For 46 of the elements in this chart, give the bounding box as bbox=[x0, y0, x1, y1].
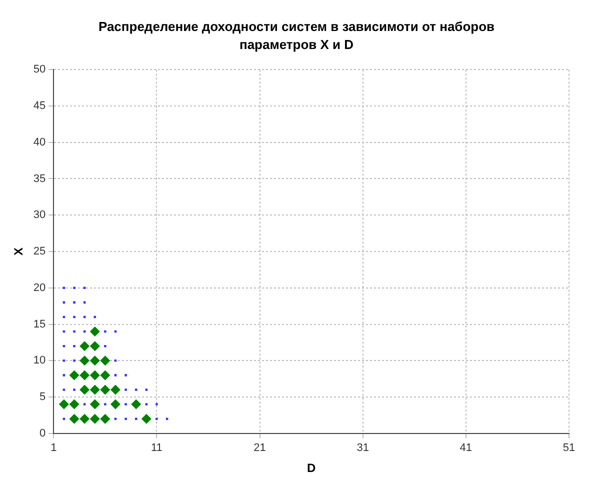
chart-title: Распределение доходности систем в зависимоти от наборов параметров X и D bbox=[97, 18, 496, 54]
x-axis-title: D bbox=[306, 461, 316, 476]
x-tick-label: 11 bbox=[150, 442, 162, 454]
y-tick-label: 5 bbox=[40, 391, 46, 404]
point bbox=[90, 399, 100, 410]
point bbox=[62, 286, 66, 290]
y-tick-label: 15 bbox=[33, 318, 46, 330]
point bbox=[131, 399, 142, 410]
x-tick-label: 31 bbox=[356, 442, 369, 454]
point bbox=[80, 341, 90, 352]
point bbox=[110, 399, 120, 410]
y-tick-label: 25 bbox=[33, 246, 46, 258]
y-axis-title: X bbox=[12, 247, 26, 256]
point bbox=[110, 384, 120, 395]
point bbox=[58, 399, 69, 410]
point bbox=[90, 341, 100, 352]
x-tick-label: 41 bbox=[460, 442, 472, 454]
point bbox=[80, 356, 90, 366]
point bbox=[100, 414, 110, 424]
x-tick-label: 21 bbox=[254, 442, 266, 454]
y-tick-label: 40 bbox=[33, 136, 46, 148]
y-tick-label: 0 bbox=[40, 427, 46, 440]
point bbox=[69, 370, 80, 380]
point bbox=[90, 370, 100, 380]
point bbox=[90, 384, 100, 395]
point bbox=[100, 384, 110, 395]
point bbox=[100, 370, 110, 380]
point bbox=[90, 326, 100, 337]
point bbox=[80, 384, 90, 395]
point bbox=[69, 414, 80, 424]
x-tick-label: 51 bbox=[562, 442, 576, 454]
y-tick-label: 20 bbox=[33, 282, 46, 294]
y-tick-label: 45 bbox=[33, 100, 46, 112]
y-tick-label: 50 bbox=[33, 64, 46, 76]
y-tick-label: 10 bbox=[33, 354, 46, 367]
point bbox=[69, 399, 80, 410]
point bbox=[80, 414, 90, 424]
point bbox=[90, 356, 100, 366]
y-tick-label: 30 bbox=[33, 209, 46, 222]
y-tick-label: 35 bbox=[33, 172, 46, 185]
point bbox=[90, 414, 100, 424]
point bbox=[141, 414, 152, 424]
x-tick-label: 1 bbox=[50, 442, 57, 454]
point bbox=[80, 370, 90, 380]
point bbox=[83, 286, 86, 290]
point bbox=[100, 356, 110, 366]
